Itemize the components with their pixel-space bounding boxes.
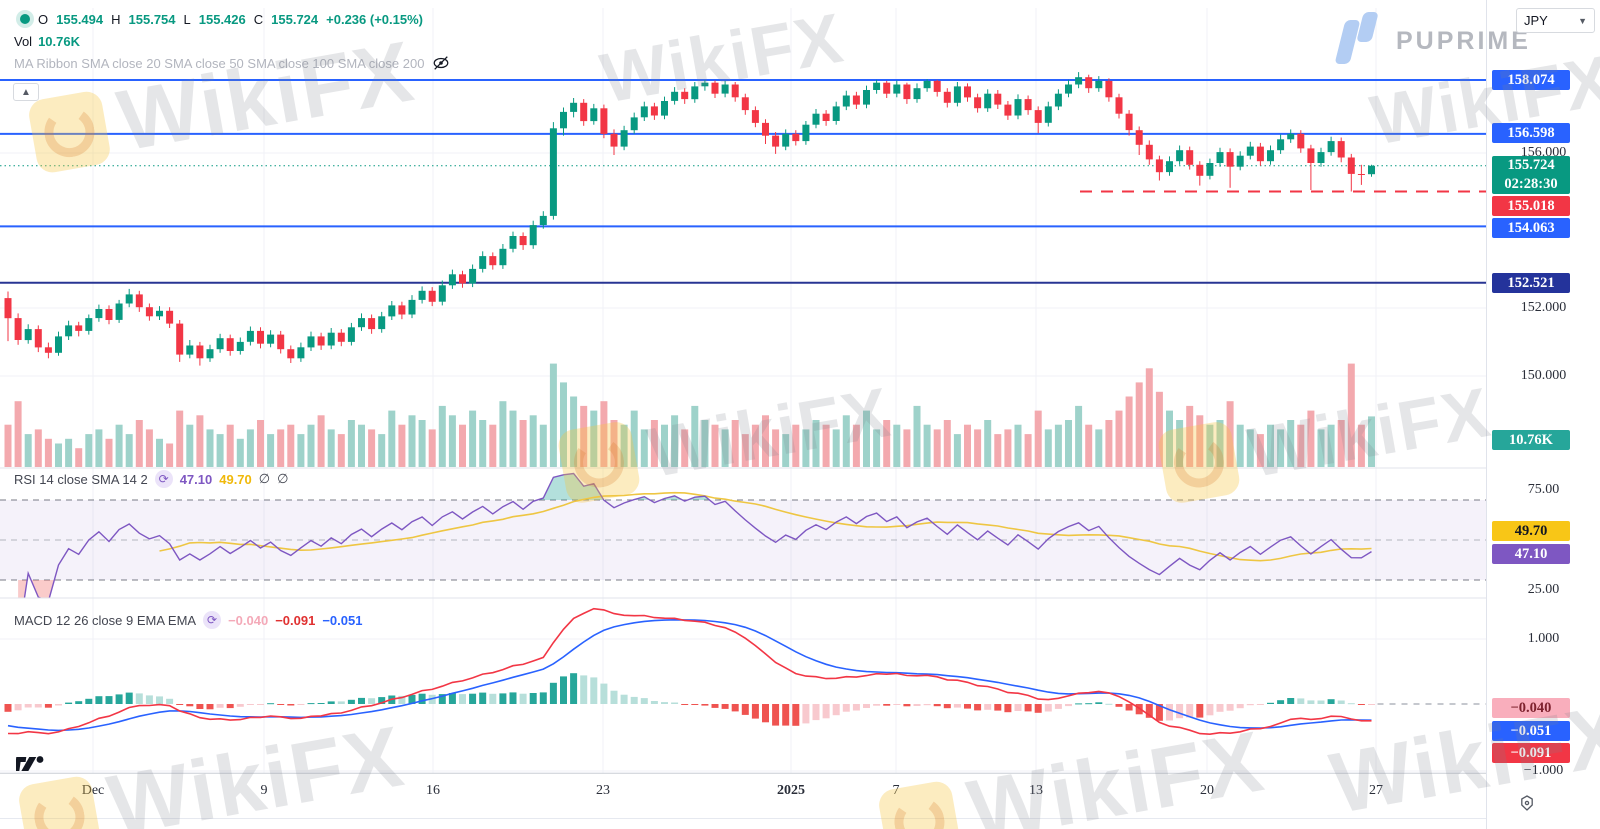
ohlc-row: O 155.494 H 155.754 L 155.426 C 155.724 +0.2… [14, 8, 450, 30]
price-label: 152.521 [1492, 273, 1570, 293]
macd-signal-value: −0.051 [322, 612, 363, 628]
series-status-icon[interactable] [20, 14, 30, 24]
price-label: 155.018 [1492, 196, 1570, 216]
volume-value: 10.76K [38, 33, 80, 49]
rsi-value: 47.10 [179, 471, 213, 487]
price-label: 154.063 [1492, 218, 1570, 238]
price-label: 156.598 [1492, 123, 1570, 143]
rsi-line [23, 472, 1372, 598]
eye-off-icon[interactable] [432, 54, 450, 72]
price-label: 49.70 [1492, 521, 1570, 541]
ma-ribbon-row: MA Ribbon SMA close 20 SMA close 50 SMA … [14, 52, 450, 74]
change-value: +0.236 (+0.15%) [326, 11, 423, 27]
rsi-pane [0, 472, 1486, 598]
macd-title-label: MACD 12 26 close 9 EMA EMA [14, 612, 197, 628]
scale-tick: 75.00 [1527, 482, 1560, 497]
macd-line [7, 607, 1372, 736]
high-value: 155.754 [128, 11, 176, 27]
price-label: 10.76K [1492, 430, 1570, 450]
volume-row: Vol 10.76K [14, 30, 450, 52]
rsi-null-icon: ∅ [258, 471, 271, 486]
high-label: H [111, 11, 121, 27]
close-value: 155.724 [271, 11, 319, 27]
time-tick: 13 [1029, 783, 1043, 798]
open-label: O [38, 11, 49, 27]
price-label: 47.10 [1492, 544, 1570, 564]
brand-logo: PUPRIME [1334, 12, 1531, 64]
low-label: L [183, 11, 191, 27]
settings-gear-icon[interactable] [1518, 794, 1536, 812]
chart-legend: O 155.494 H 155.754 L 155.426 C 155.724 +0.2… [14, 8, 450, 74]
scale-tick: 152.000 [1520, 300, 1567, 315]
collapse-pane-button[interactable]: ▲ [13, 83, 39, 101]
currency-select[interactable]: JPY ▼ [1516, 8, 1595, 33]
macd-pane-title: MACD 12 26 close 9 EMA EMA ⟳ −0.040 −0.0… [14, 611, 362, 629]
volume-series [4, 363, 1375, 467]
time-tick: 2025 [777, 783, 805, 798]
time-tick: 23 [596, 783, 610, 798]
macd-line-value: −0.091 [275, 612, 316, 628]
time-tick: Dec [81, 783, 105, 798]
candle-series [4, 72, 1375, 366]
macd-hist-value: −0.040 [228, 612, 269, 628]
open-value: 155.494 [56, 11, 104, 27]
rsi-refresh-icon[interactable]: ⟳ [154, 470, 173, 488]
rsi-title-label: RSI 14 close SMA 14 2 [14, 471, 148, 487]
puprime-logo-icon [1334, 12, 1380, 64]
price-scale[interactable]: 156.000 152.000 150.000 75.00 25.00 1.000 −1.0… [1486, 0, 1600, 829]
ma-ribbon-label: MA Ribbon SMA close 20 SMA close 50 SMA … [14, 55, 425, 71]
tradingview-logo-icon[interactable] [16, 752, 48, 776]
chevron-down-icon: ▼ [1578, 15, 1587, 26]
volume-label: Vol [14, 33, 33, 49]
currency-value: JPY [1524, 13, 1548, 28]
axis-divider [0, 818, 1486, 819]
time-tick: 9 [260, 783, 268, 798]
scale-tick: 25.00 [1527, 582, 1560, 597]
macd-refresh-icon[interactable]: ⟳ [203, 611, 222, 629]
low-value: 155.426 [198, 11, 246, 27]
macd-pane [4, 607, 1486, 736]
close-label: C [253, 11, 264, 27]
scale-tick: −1.000 [1523, 763, 1564, 778]
time-tick: 27 [1369, 783, 1383, 798]
time-tick: 7 [892, 783, 900, 798]
rsi-sma-line [159, 491, 1372, 562]
rsi-sma-value: 49.70 [219, 471, 252, 487]
time-tick: 20 [1200, 783, 1214, 798]
price-label: −0.040 [1492, 698, 1570, 718]
time-axis[interactable]: Dec 9 16 23 2025 7 13 20 27 [0, 773, 1486, 818]
brand-name: PUPRIME [1396, 27, 1531, 55]
price-label: −0.091 [1492, 743, 1570, 763]
price-label: 158.074 [1492, 70, 1570, 90]
time-tick: 16 [426, 783, 440, 798]
chart-canvas[interactable] [0, 0, 1486, 818]
current-price-label: 155.724 02:28:30 [1492, 156, 1570, 194]
scale-tick: 150.000 [1520, 368, 1567, 383]
scale-tick: 1.000 [1527, 631, 1560, 646]
rsi-pane-title: RSI 14 close SMA 14 2 ⟳ 47.10 49.70 ∅ ∅ [14, 470, 288, 488]
price-label: −0.051 [1492, 721, 1570, 741]
rsi-null-icon: ∅ [277, 471, 289, 486]
